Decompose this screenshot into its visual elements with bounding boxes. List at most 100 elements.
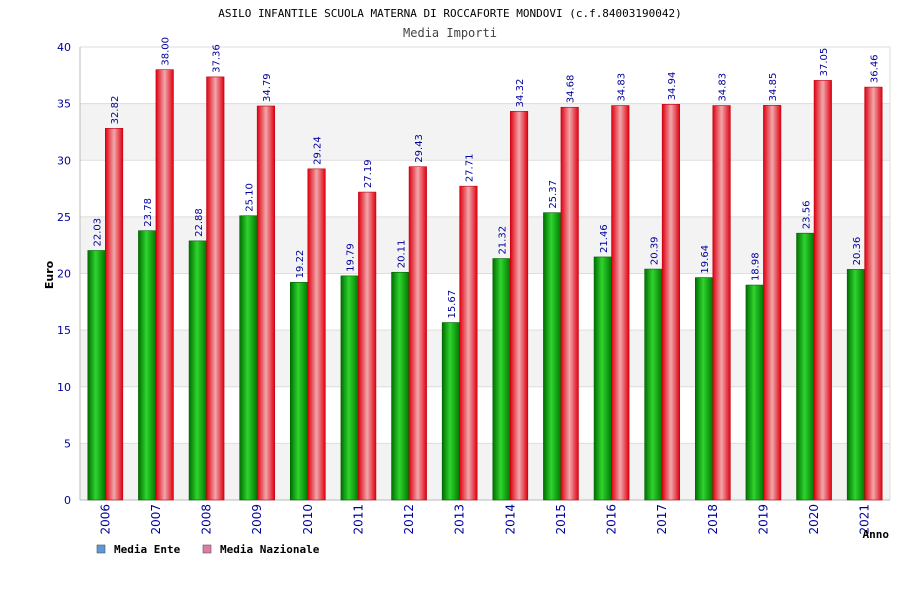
bar-media-ente-2007 — [138, 230, 157, 501]
bar-media-nazionale-2008 — [206, 76, 225, 501]
x-tick-label: 2021 — [858, 504, 872, 535]
bar-label-media-ente-2006: 22.03 — [93, 218, 104, 247]
x-tick-label: 2020 — [807, 504, 821, 535]
bar-label-media-nazionale-2009: 34.79 — [262, 73, 273, 102]
bar-label-media-ente-2011: 19.79 — [346, 243, 357, 272]
y-tick-label: 35 — [57, 98, 71, 111]
x-tick-label: 2016 — [605, 504, 619, 535]
x-tick-label: 2006 — [98, 504, 112, 535]
bar-label-media-nazionale-2008: 37.36 — [211, 44, 222, 73]
bar-media-nazionale-2019 — [763, 105, 782, 501]
bar-label-media-ente-2018: 19.64 — [700, 245, 711, 274]
bar-media-nazionale-2007 — [155, 69, 174, 501]
bar-media-ente-2013 — [441, 322, 460, 501]
bar-label-media-ente-2010: 19.22 — [295, 250, 306, 279]
x-tick-label: 2017 — [655, 504, 669, 535]
bar-media-nazionale-2014 — [510, 111, 529, 501]
bar-label-media-ente-2013: 15.67 — [447, 290, 458, 319]
x-axis-label: Anno — [863, 528, 890, 541]
bar-media-ente-2011 — [340, 275, 359, 501]
legend: Media Ente Media Nazionale — [96, 543, 320, 556]
bar-media-nazionale-2009 — [256, 105, 275, 501]
bar-media-ente-2010 — [290, 282, 309, 501]
chart-title: ASILO INFANTILE SCUOLA MATERNA DI ROCCAF… — [218, 7, 682, 20]
bar-label-media-nazionale-2018: 34.83 — [718, 73, 729, 102]
legend-swatch-media-nazionale — [202, 544, 212, 554]
bar-media-nazionale-2010 — [307, 168, 326, 501]
bar-label-media-ente-2021: 20.36 — [852, 237, 863, 266]
bar-media-nazionale-2020 — [813, 80, 832, 501]
bar-label-media-ente-2007: 23.78 — [143, 198, 154, 227]
bar-label-media-ente-2015: 25.37 — [548, 180, 559, 209]
bar-label-media-ente-2020: 23.56 — [801, 201, 812, 230]
bar-label-media-nazionale-2011: 27.19 — [363, 159, 374, 188]
bar-media-ente-2014 — [492, 258, 511, 501]
x-tick-label: 2019 — [756, 504, 770, 535]
x-tick-label: 2015 — [554, 504, 568, 535]
x-axis-ticks: 2006 2007 2008 2009 2010 2011 2012 2013 2014 2015… — [98, 504, 871, 535]
bar-label-media-nazionale-2014: 34.32 — [515, 79, 526, 108]
bar-label-media-ente-2012: 20.11 — [396, 240, 407, 269]
legend-swatch-media-ente — [96, 544, 106, 554]
bar-label-media-ente-2009: 25.10 — [244, 183, 255, 212]
bar-media-ente-2006 — [87, 250, 106, 501]
bar-media-ente-2020 — [796, 232, 815, 501]
y-axis-ticks: 0 5 10 15 20 25 30 35 40 — [57, 41, 71, 507]
bar-label-media-nazionale-2017: 34.94 — [667, 72, 678, 101]
bar-label-media-ente-2019: 18.98 — [751, 252, 762, 281]
bar-label-media-nazionale-2015: 34.68 — [566, 75, 577, 104]
bars — [87, 69, 883, 501]
y-tick-label: 40 — [57, 41, 71, 54]
bar-label-media-nazionale-2006: 32.82 — [110, 96, 121, 125]
bar-label-media-nazionale-2007: 38.00 — [161, 37, 172, 66]
x-tick-label: 2018 — [706, 504, 720, 535]
bar-media-ente-2019 — [745, 284, 764, 501]
bar-media-nazionale-2015 — [560, 106, 579, 501]
bar-media-nazionale-2011 — [358, 191, 377, 501]
bar-label-media-nazionale-2021: 36.46 — [869, 54, 880, 83]
bar-media-nazionale-2006 — [105, 128, 124, 501]
bar-media-ente-2018 — [695, 277, 714, 501]
bar-media-ente-2021 — [846, 269, 865, 501]
x-tick-label: 2009 — [250, 504, 264, 535]
x-tick-label: 2007 — [149, 504, 163, 535]
x-tick-label: 2011 — [351, 504, 365, 535]
y-tick-label: 0 — [64, 494, 71, 507]
bar-media-ente-2016 — [593, 256, 612, 501]
y-tick-label: 15 — [57, 324, 71, 337]
x-tick-label: 2008 — [200, 504, 214, 535]
bar-media-ente-2009 — [239, 215, 258, 501]
bar-label-media-nazionale-2016: 34.83 — [616, 73, 627, 102]
bar-media-ente-2015 — [543, 212, 562, 501]
bar-media-nazionale-2016 — [611, 105, 630, 501]
legend-label-media-nazionale: Media Nazionale — [220, 543, 320, 556]
bar-label-media-ente-2017: 20.39 — [649, 236, 660, 265]
bar-media-nazionale-2017 — [661, 104, 680, 501]
bar-label-media-nazionale-2020: 37.05 — [819, 48, 830, 77]
bar-value-labels: 22.03 32.82 23.78 38.00 22.88 37.36 25.10 34.79… — [93, 37, 881, 319]
bar-media-nazionale-2012 — [408, 166, 427, 501]
bar-label-media-ente-2008: 22.88 — [194, 208, 205, 237]
x-tick-label: 2013 — [453, 504, 467, 535]
x-tick-label: 2012 — [402, 504, 416, 535]
y-tick-label: 30 — [57, 154, 71, 167]
bar-label-media-nazionale-2010: 29.24 — [313, 136, 324, 165]
bar-media-ente-2017 — [644, 268, 663, 501]
bar-media-nazionale-2018 — [712, 105, 731, 501]
x-tick-label: 2010 — [301, 504, 315, 535]
chart-subtitle: Media Importi — [403, 26, 497, 40]
bar-label-media-nazionale-2012: 29.43 — [414, 134, 425, 163]
y-tick-label: 10 — [57, 381, 71, 394]
bar-label-media-ente-2014: 21.32 — [498, 226, 509, 255]
bar-label-media-nazionale-2013: 27.71 — [464, 154, 475, 183]
bar-media-ente-2008 — [188, 240, 207, 501]
y-axis-label: Euro — [43, 260, 56, 289]
bar-media-ente-2012 — [391, 271, 410, 501]
y-tick-label: 20 — [57, 268, 71, 281]
bar-label-media-ente-2016: 21.46 — [599, 224, 610, 253]
bar-media-nazionale-2013 — [459, 185, 478, 501]
y-tick-label: 5 — [64, 437, 71, 450]
x-tick-label: 2014 — [503, 504, 517, 535]
bar-media-nazionale-2021 — [864, 86, 883, 501]
